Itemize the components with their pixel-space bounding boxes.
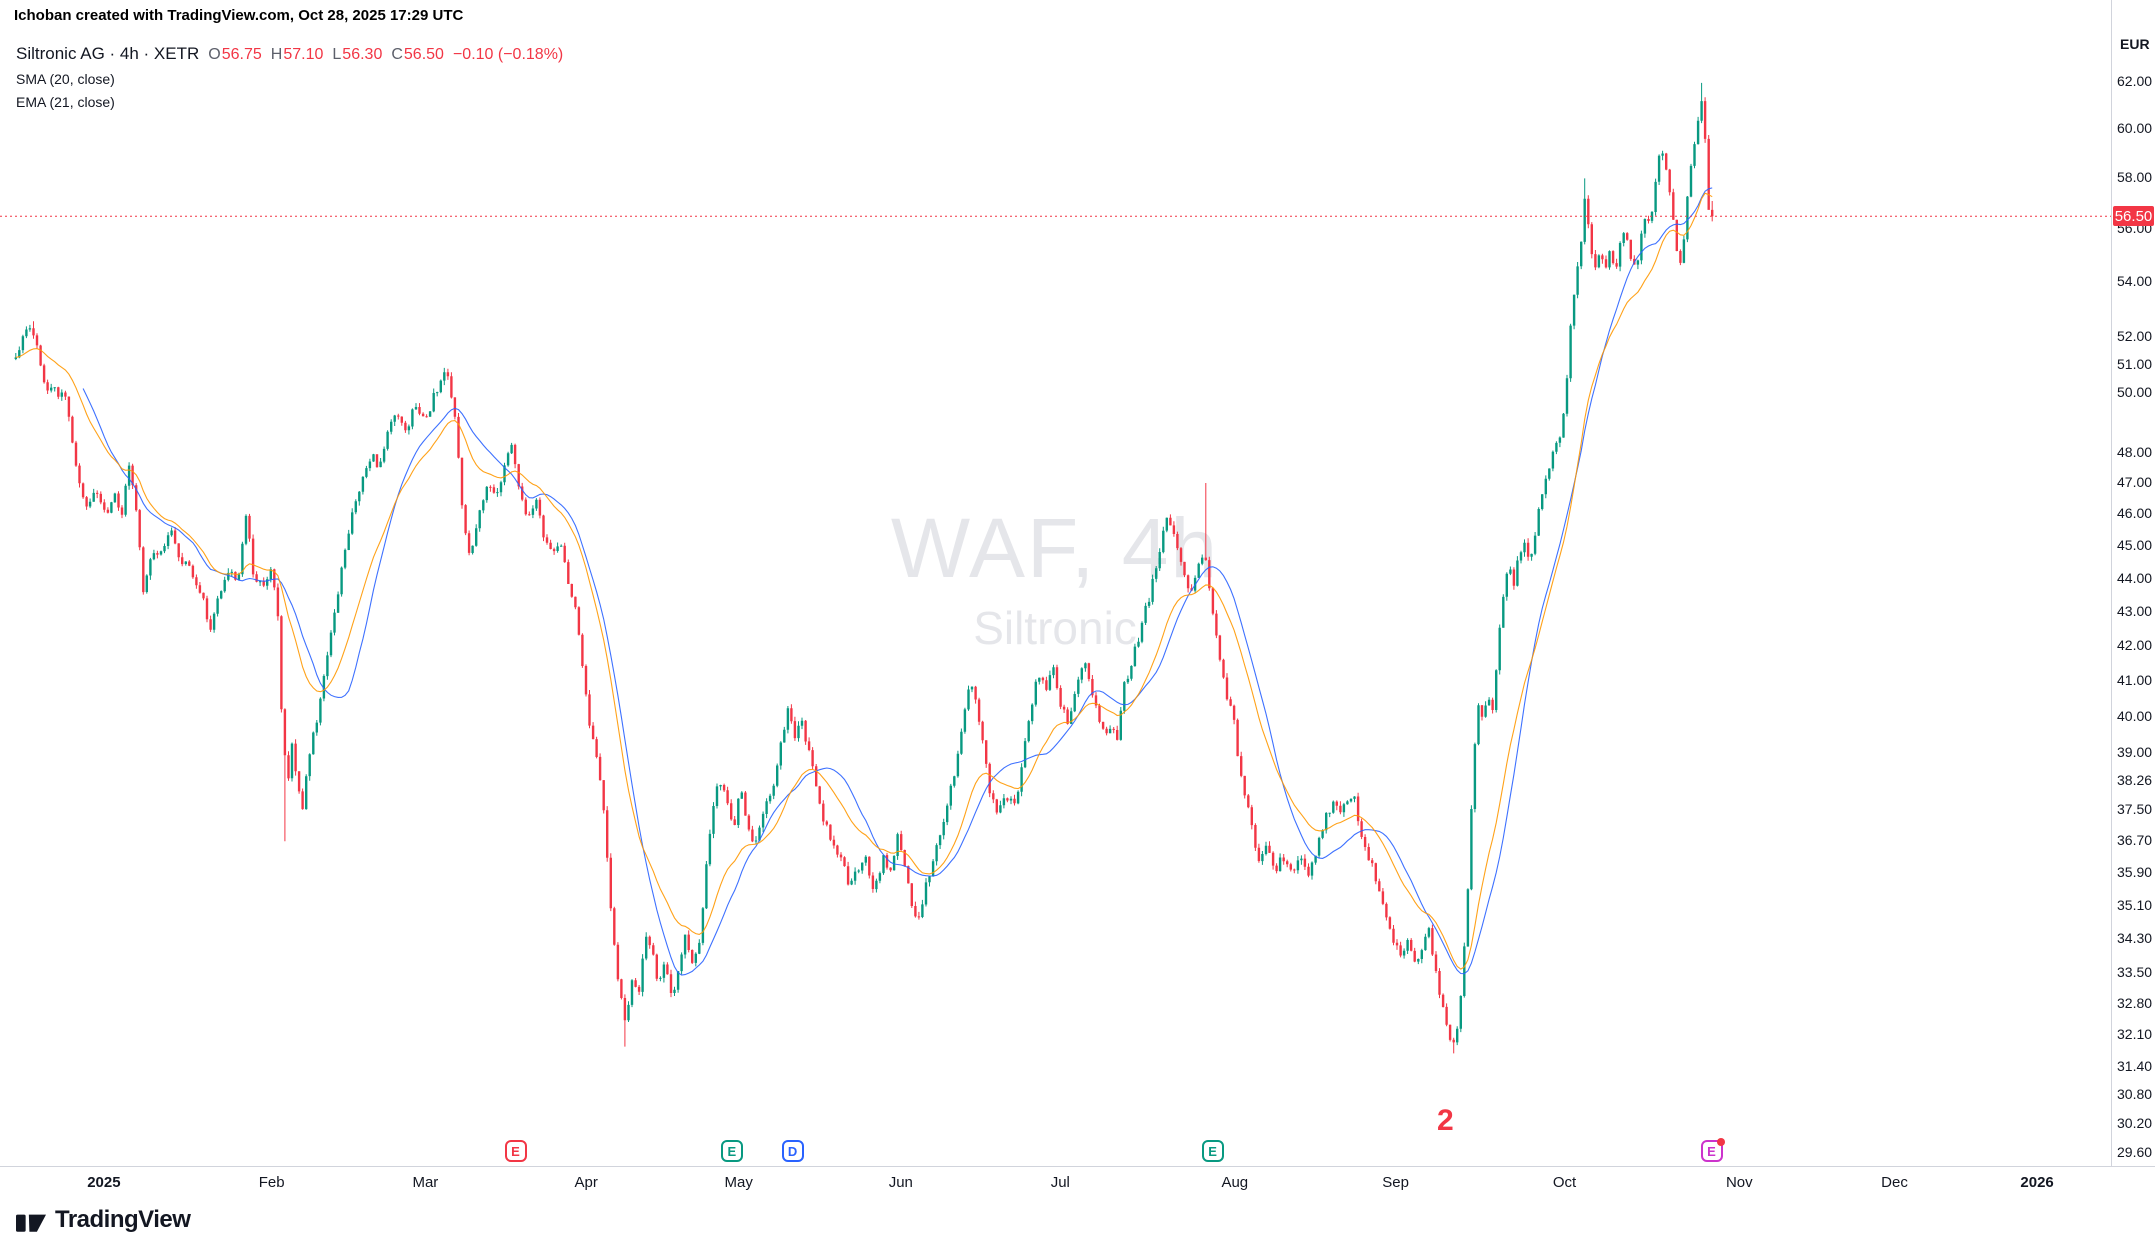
price-tick-label: 31.40 [2117,1058,2153,1075]
change-readout: −0.10 (−0.18%) [452,46,564,63]
price-tick-label: 54.00 [2117,272,2153,289]
timeline-marker-d[interactable]: D [781,1140,804,1162]
price-tick-label: 46.00 [2117,505,2153,522]
time-tick-label: Apr [574,1174,598,1191]
price-tick-label: 33.50 [2117,964,2153,981]
timeline-marker-e[interactable]: E [720,1140,743,1162]
price-tick-label: 60.00 [2117,120,2153,137]
tradingview-logo-icon [16,1214,46,1232]
time-tick-label: Feb [258,1174,285,1191]
time-tick-label: Mar [412,1174,439,1191]
candle-wicks-down [33,97,1713,1054]
price-scale[interactable]: EUR 56.50 62.00 60.00 58.00 56.00 54.00 52.00… [2111,0,2155,1166]
time-tick-label: Nov [1725,1174,1753,1191]
price-tick-label: 35.90 [2117,864,2153,881]
price-tick-label: 30.80 [2117,1086,2153,1103]
price-tick-label: 47.00 [2117,474,2153,490]
time-tick-label: Sep [1382,1174,1409,1191]
price-tick-label: 48.00 [2117,443,2153,460]
time-tick-label: Oct [1552,1174,1577,1191]
price-tick-label: 39.00 [2117,744,2153,761]
price-tick-label: 29.60 [2117,1143,2153,1160]
candle-bodies-up [14,101,1703,1043]
timeline-marker-e[interactable]: E [1700,1138,1725,1162]
time-scale[interactable]: 2025 Feb Mar Apr May Jun Jul Aug Sep Oct Nov Dec 202… [0,1166,2155,1200]
open-value: 56.75 [221,46,262,63]
last-price-badge: 56.50 [2113,206,2154,227]
price-tick-label: 38.26 [2117,772,2153,788]
price-tick-label: 37.50 [2117,801,2153,818]
time-tick-label: Jun [888,1174,913,1191]
time-tick-label: May [724,1174,753,1191]
currency-label: EUR [2120,36,2150,52]
close-label: C [391,46,403,63]
price-tick-label: 52.00 [2117,327,2153,344]
time-tick-label: Aug [1221,1174,1249,1191]
price-tick-label: 62.00 [2117,72,2153,89]
time-tick-label: 2026 [2020,1174,2054,1191]
ema-line [15,192,1713,970]
price-tick-label: 35.10 [2117,896,2153,913]
high-label: H [270,46,283,63]
price-tick-label: 43.00 [2117,602,2153,619]
price-tick-label: 58.00 [2117,169,2153,186]
low-label: L [332,46,342,63]
candlestick-chart-canvas[interactable] [0,0,2111,1166]
chart-legend: Siltronic AG · 4h · XETR O56.75 H57.10 L56.… [16,44,563,110]
price-tick-label: 30.20 [2117,1114,2153,1131]
price-tick-label: 44.00 [2117,569,2153,586]
timeline-marker-e[interactable]: E [1201,1140,1224,1162]
timeline-marker-e[interactable]: E [504,1140,527,1162]
price-tick-label: 45.00 [2117,537,2153,553]
price-tick-label: 42.00 [2117,636,2153,653]
price-tick-label: 34.30 [2117,930,2153,947]
price-tick-label: 51.00 [2117,355,2153,372]
time-tick-label: 2025 [87,1174,121,1191]
ohlc-readout: O56.75 H57.10 L56.30 C56.50 −0.10 (−0.18%) [199,46,563,63]
price-tick-label: 36.70 [2117,832,2153,849]
price-tick-label: 32.10 [2117,1026,2153,1043]
elliott-wave-label[interactable]: 2 [1437,1104,1454,1137]
candle-bodies-down [32,101,1714,1043]
candle-wicks-up [15,82,1703,1046]
legend-sma-row[interactable]: SMA (20, close) [16,71,115,87]
legend-symbol-row[interactable]: Siltronic AG · 4h · XETR O56.75 H57.10 L56.… [16,44,563,64]
high-value: 57.10 [283,46,324,63]
attribution-text: Ichoban created with TradingView.com, Oc… [14,7,464,24]
open-label: O [208,46,221,63]
close-value: 56.50 [403,46,444,63]
price-tick-label: 41.00 [2117,671,2153,688]
sma-line [82,187,1713,976]
low-value: 56.30 [342,46,383,63]
legend-ema-row[interactable]: EMA (21, close) [16,94,115,110]
price-tick-label: 40.00 [2117,707,2153,724]
price-tick-label: 50.00 [2117,384,2153,401]
tradingview-branding[interactable]: TradingView [16,1206,191,1234]
time-tick-label: Dec [1881,1174,1908,1191]
symbol-title[interactable]: Siltronic AG · 4h · XETR [16,44,200,63]
tradingview-logo-text: TradingView [55,1206,191,1233]
time-tick-label: Jul [1050,1174,1070,1191]
price-tick-label: 32.80 [2117,995,2153,1011]
